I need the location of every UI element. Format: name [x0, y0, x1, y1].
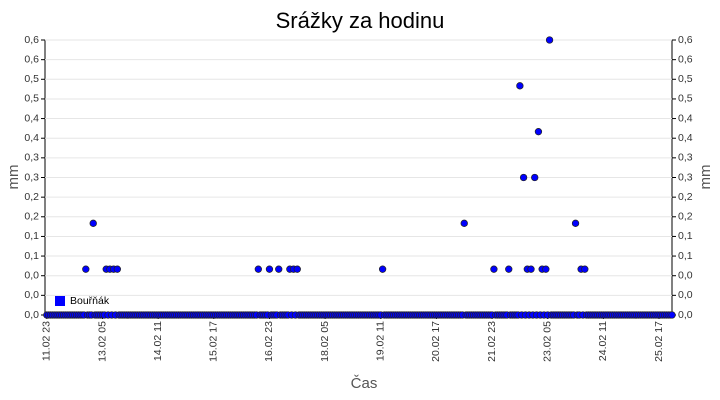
y-tick-label: 0,0	[24, 289, 39, 301]
y2-tick-label: 0,4	[678, 112, 693, 124]
data-point	[113, 265, 121, 273]
data-point	[378, 265, 387, 273]
x-tick-label: 24.02 11	[597, 321, 609, 361]
data-point	[531, 173, 539, 182]
data-point	[293, 265, 301, 273]
data-point	[490, 265, 498, 273]
data-point	[265, 265, 274, 273]
legend-swatch	[55, 296, 65, 306]
y2-tick-label: 0,0	[678, 309, 693, 321]
legend-label: Bouřňák	[70, 295, 110, 307]
x-tick-label: 23.02 05	[541, 321, 553, 362]
data-point	[534, 128, 543, 136]
y-tick-label: 0,5	[24, 73, 39, 85]
y-tick-label: 0,3	[24, 152, 39, 164]
data-point	[668, 311, 676, 319]
y-tick-label: 0,0	[24, 309, 39, 321]
chart-title: Srážky za hodinu	[276, 8, 445, 33]
y2-tick-label: 0,1	[678, 230, 693, 242]
data-point	[542, 265, 550, 273]
y-tick-label: 0,2	[24, 191, 39, 203]
y2-tick-label: 0,0	[678, 270, 693, 282]
x-axis-label: Čas	[351, 375, 378, 392]
y2-tick-label: 0,1	[678, 250, 693, 262]
data-point	[89, 219, 97, 227]
y-tick-label: 0,0	[24, 270, 39, 282]
data-point	[527, 265, 535, 273]
x-tick-label: 19.02 11	[375, 321, 387, 361]
y-tick-label: 0,6	[24, 53, 39, 65]
y-tick-label: 0,4	[24, 132, 39, 144]
data-point	[516, 82, 524, 90]
x-tick-label: 11.02 23	[41, 321, 53, 361]
y-tick-label: 0,2	[24, 211, 39, 223]
data-point	[505, 265, 513, 273]
data-point	[571, 219, 580, 227]
y2-tick-label: 0,5	[678, 73, 693, 85]
x-tick-label: 15.02 17	[208, 321, 220, 362]
y-tick-label: 0,4	[24, 112, 39, 124]
y2-tick-label: 0,3	[678, 152, 693, 164]
x-tick-label: 18.02 05	[319, 321, 331, 362]
data-point	[82, 265, 90, 273]
x-tick-label: 14.02 11	[152, 321, 164, 361]
y2-tick-label: 0,2	[678, 211, 693, 223]
x-tick-label: 25.02 17	[653, 321, 665, 362]
y2-axis-label: mm	[697, 165, 714, 190]
data-point	[254, 265, 262, 273]
y-axis-label: mm	[5, 165, 22, 190]
y2-tick-label: 0,4	[678, 132, 693, 144]
y-tick-label: 0,6	[24, 34, 39, 46]
y2-tick-label: 0,2	[678, 191, 693, 203]
x-tick-label: 16.02 23	[263, 321, 275, 362]
y-tick-label: 0,3	[24, 171, 39, 183]
y2-tick-label: 0,5	[678, 93, 693, 105]
data-point	[460, 219, 468, 227]
data-point	[545, 36, 554, 44]
y-tick-label: 0,1	[24, 230, 39, 242]
data-point	[275, 265, 283, 273]
y2-tick-label: 0,6	[678, 34, 693, 46]
data-point	[519, 173, 528, 182]
y2-tick-label: 0,3	[678, 171, 693, 183]
y2-tick-label: 0,0	[678, 289, 693, 301]
y-tick-label: 0,5	[24, 93, 39, 105]
x-tick-label: 21.02 23	[486, 321, 498, 362]
data-point	[581, 265, 589, 273]
y-tick-label: 0,1	[24, 250, 39, 262]
x-tick-label: 13.02 05	[96, 321, 108, 362]
y2-tick-label: 0,6	[678, 53, 693, 65]
x-tick-label: 20.02 17	[430, 321, 442, 362]
